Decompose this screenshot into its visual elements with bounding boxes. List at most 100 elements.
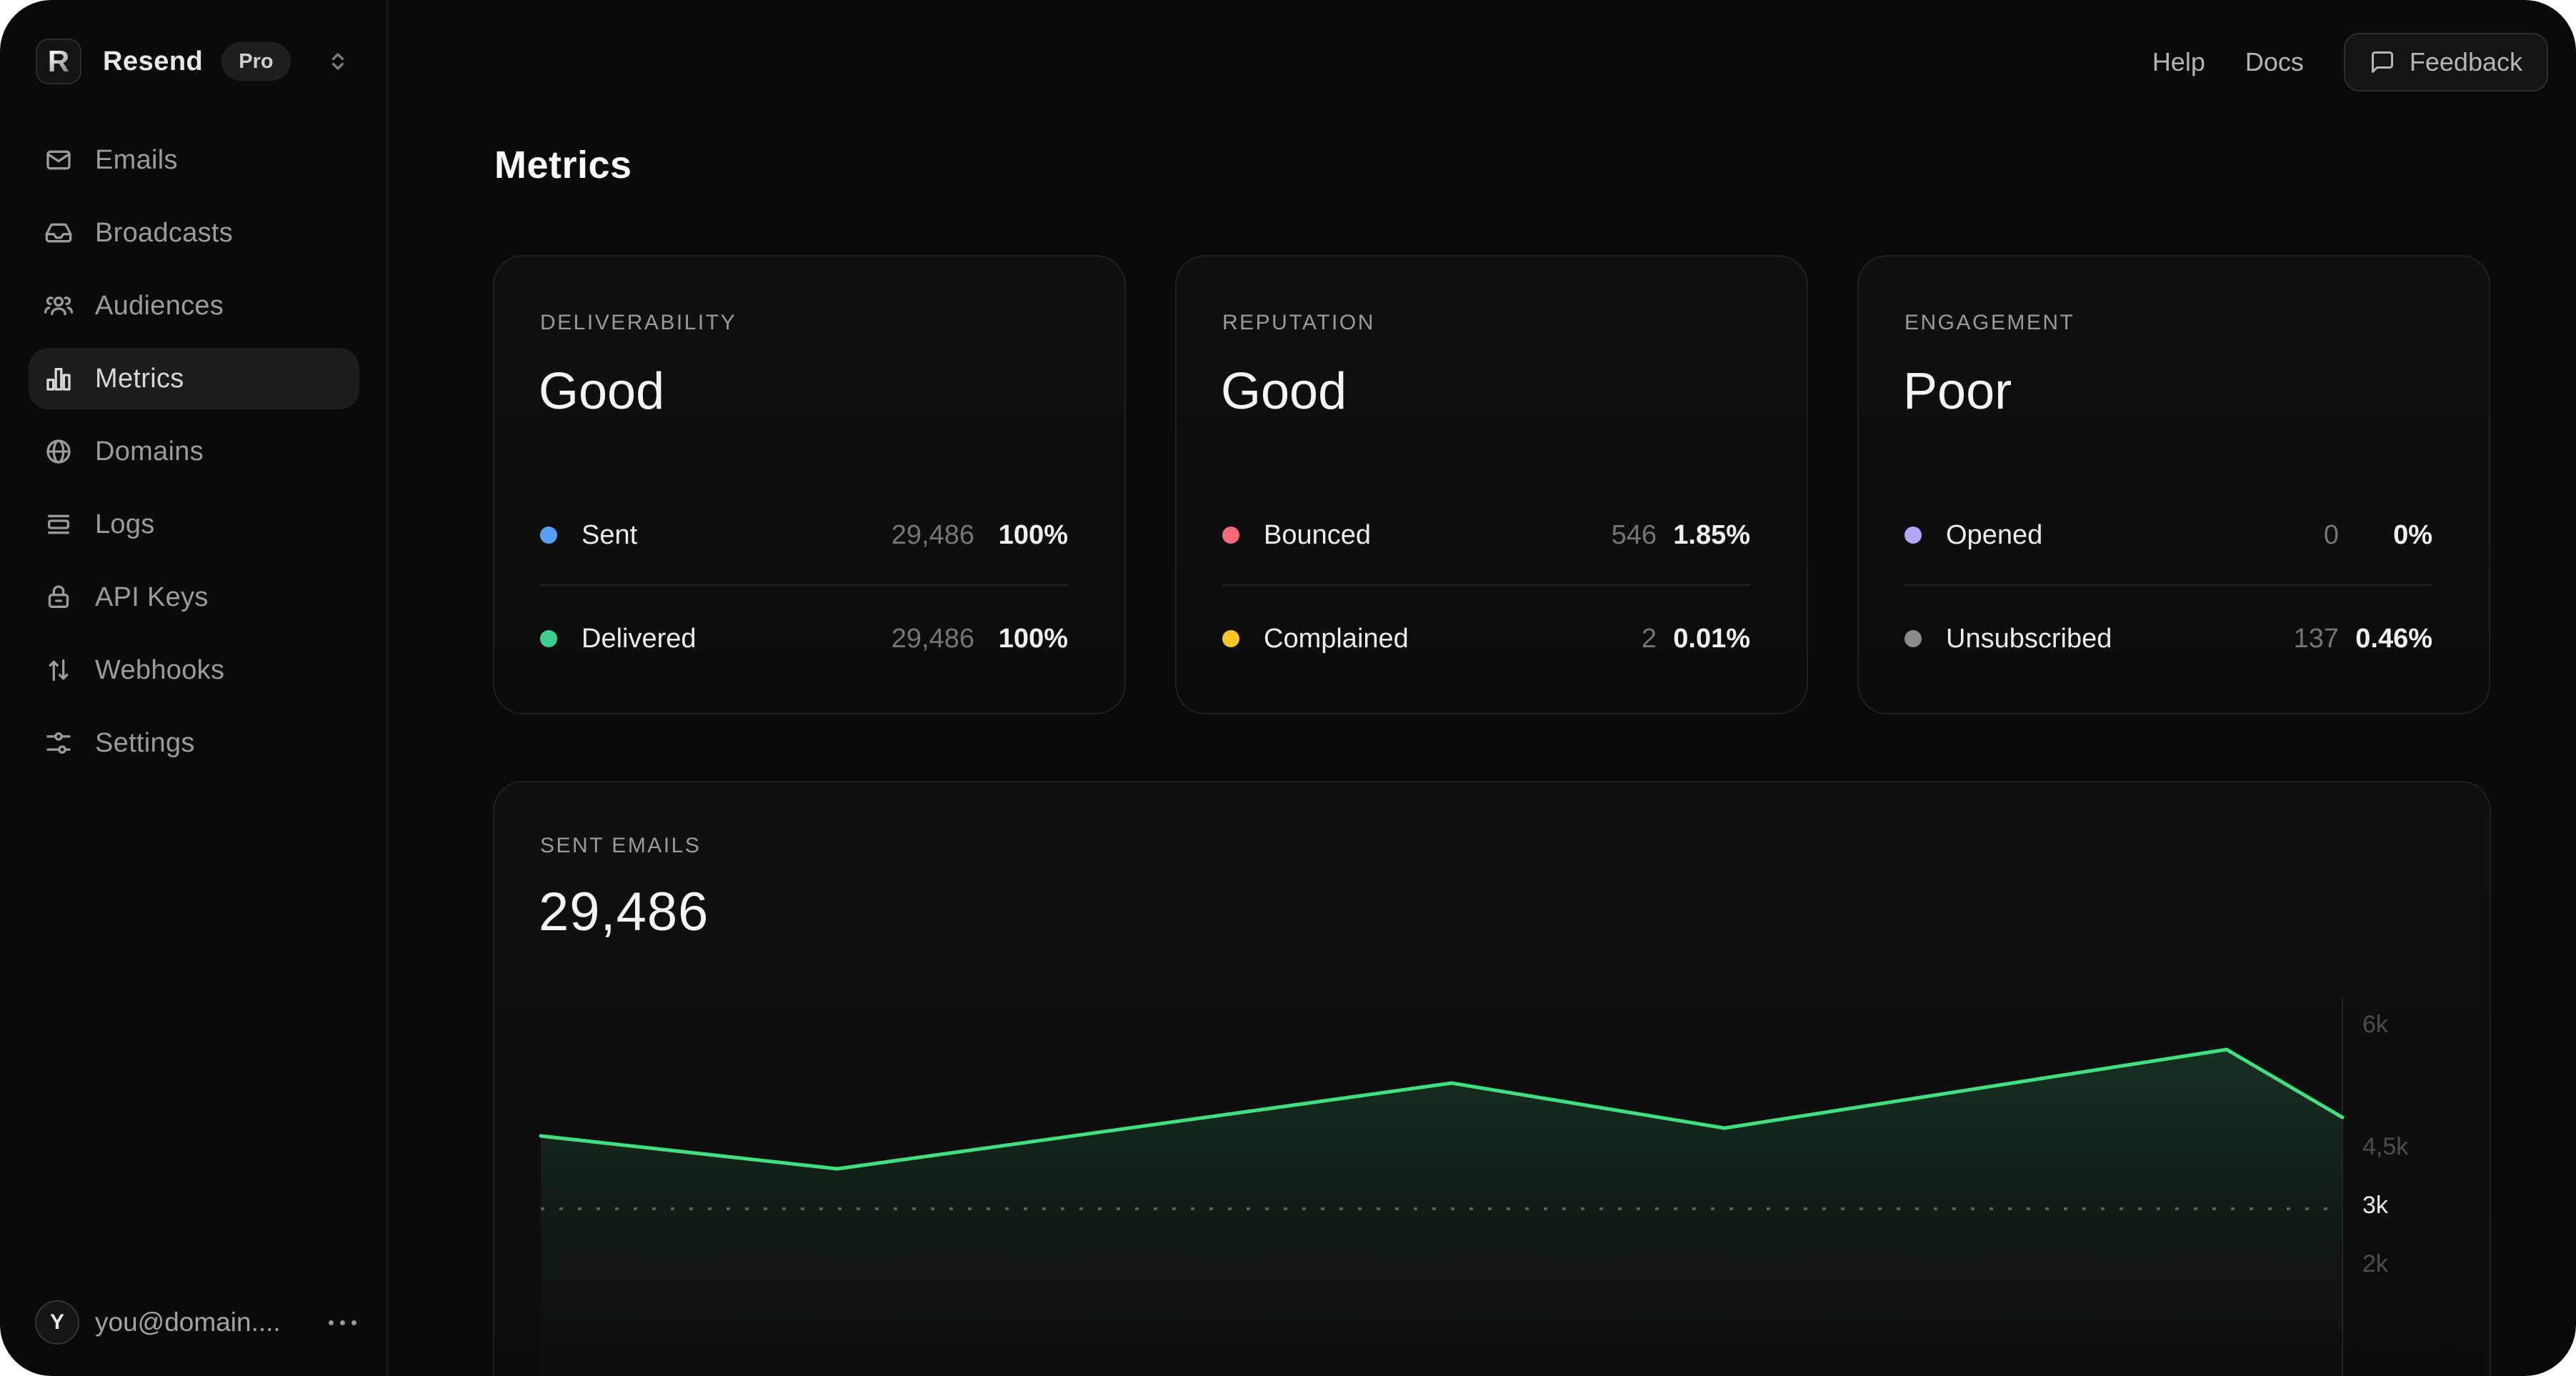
workspace-switcher-row: R Resend Pro bbox=[36, 37, 358, 86]
card-rows: Sent 29,486 100% Delivered 29,486 100% bbox=[540, 509, 1068, 664]
rows-icon bbox=[44, 510, 73, 539]
card-status: Good bbox=[539, 363, 665, 420]
lock-icon bbox=[44, 583, 73, 612]
sidebar-item-label: Emails bbox=[95, 144, 178, 175]
bar-chart-icon bbox=[44, 364, 73, 393]
y-axis-tick: 2k bbox=[2362, 1250, 2388, 1277]
sidebar-item-logs[interactable]: Logs bbox=[29, 494, 359, 555]
metric-row-opened: Opened 0 0% bbox=[1904, 509, 2432, 561]
sidebar-item-label: Metrics bbox=[95, 363, 184, 394]
legend-dot bbox=[540, 630, 557, 647]
org-switcher-button[interactable] bbox=[318, 41, 358, 81]
sidebar-item-label: Audiences bbox=[95, 290, 224, 321]
card-category: ENGAGEMENT bbox=[1904, 311, 2075, 334]
avatar: Y bbox=[35, 1300, 79, 1345]
sidebar-item-audiences[interactable]: Audiences bbox=[29, 275, 359, 336]
metric-label: Opened bbox=[1946, 519, 2043, 550]
sidebar-item-metrics[interactable]: Metrics bbox=[29, 348, 359, 409]
message-square-icon bbox=[2371, 51, 2393, 73]
brand-name: Resend bbox=[103, 46, 204, 76]
metric-percent: 1.85% bbox=[1673, 519, 1750, 550]
inbox-icon bbox=[44, 219, 73, 247]
sidebar-item-emails[interactable]: Emails bbox=[29, 129, 359, 191]
y-axis-tick: 4,5k bbox=[2362, 1133, 2409, 1160]
arrows-up-down-icon bbox=[44, 656, 73, 684]
card-category: DELIVERABILITY bbox=[540, 311, 737, 334]
row-divider bbox=[540, 584, 1068, 586]
sidebar-item-webhooks[interactable]: Webhooks bbox=[29, 639, 359, 701]
metric-percent: 100% bbox=[998, 519, 1068, 550]
mail-icon bbox=[44, 146, 73, 174]
legend-dot bbox=[1222, 630, 1239, 647]
legend-dot bbox=[1222, 527, 1239, 544]
card-status: Poor bbox=[1903, 363, 2012, 420]
sent-emails-area-chart bbox=[539, 997, 2345, 1376]
sent-emails-chart-card: SENT EMAILS 29,486 6k 4,5k 3k 2k bbox=[493, 781, 2491, 1376]
metric-label: Sent bbox=[581, 519, 638, 550]
user-menu-ellipsis-icon[interactable] bbox=[327, 1313, 358, 1332]
user-email: you@domain.... bbox=[95, 1307, 281, 1337]
help-link[interactable]: Help bbox=[2152, 47, 2205, 76]
metric-percent: 0% bbox=[2393, 519, 2432, 550]
resend-logo-icon: R bbox=[36, 39, 81, 84]
sidebar-item-label: API Keys bbox=[95, 582, 209, 612]
sidebar-item-broadcasts[interactable]: Broadcasts bbox=[29, 202, 359, 264]
sidebar-item-label: Settings bbox=[95, 727, 195, 758]
chart-line bbox=[539, 1047, 2345, 1171]
metric-value: 137 bbox=[2293, 623, 2339, 654]
metric-value: 29,486 bbox=[891, 519, 974, 550]
metric-percent: 0.46% bbox=[2355, 623, 2432, 654]
y-axis-tick: 3k bbox=[2362, 1192, 2388, 1219]
row-divider bbox=[1904, 584, 2432, 586]
card-rows: Opened 0 0% Unsubscribed 137 0.46% bbox=[1904, 509, 2432, 664]
sidebar-item-label: Webhooks bbox=[95, 654, 225, 685]
metric-value: 0 bbox=[2323, 519, 2339, 550]
row-divider bbox=[1222, 584, 1750, 586]
metric-label: Complained bbox=[1264, 623, 1409, 654]
metric-value: 2 bbox=[1641, 623, 1657, 654]
sidebar-item-domains[interactable]: Domains bbox=[29, 421, 359, 482]
y-axis-tick: 6k bbox=[2362, 1011, 2388, 1038]
chevrons-up-down-icon bbox=[331, 53, 344, 70]
metric-row-unsubscribed: Unsubscribed 137 0.46% bbox=[1904, 613, 2432, 664]
chart-area-fill bbox=[541, 1050, 2342, 1376]
globe-icon bbox=[44, 437, 73, 466]
metric-row-complained: Complained 2 0.01% bbox=[1222, 613, 1750, 664]
metric-row-delivered: Delivered 29,486 100% bbox=[540, 613, 1068, 664]
card-deliverability: DELIVERABILITY Good Sent 29,486 100% Del… bbox=[493, 255, 1126, 714]
plan-badge: Pro bbox=[221, 42, 291, 81]
sidebar: R Resend Pro Emails Broadcasts bbox=[0, 0, 388, 1376]
metric-label: Bounced bbox=[1264, 519, 1372, 550]
metric-value: 29,486 bbox=[891, 623, 974, 654]
sidebar-item-label: Domains bbox=[95, 436, 204, 467]
top-bar: Help Docs Feedback bbox=[2152, 33, 2548, 91]
docs-link[interactable]: Docs bbox=[2245, 47, 2304, 76]
metric-row-sent: Sent 29,486 100% bbox=[540, 509, 1068, 561]
sidebar-item-api-keys[interactable]: API Keys bbox=[29, 567, 359, 628]
metric-percent: 0.01% bbox=[1673, 623, 1750, 654]
card-status: Good bbox=[1221, 363, 1347, 420]
legend-dot bbox=[1904, 630, 1922, 647]
user-account-row[interactable]: Y you@domain.... bbox=[35, 1300, 358, 1345]
feedback-button[interactable]: Feedback bbox=[2343, 33, 2548, 91]
chart-total-value: 29,486 bbox=[539, 882, 709, 942]
sidebar-nav: Emails Broadcasts Audiences Metrics bbox=[29, 129, 359, 785]
card-rows: Bounced 546 1.85% Complained 2 0.01% bbox=[1222, 509, 1750, 664]
metric-value: 546 bbox=[1611, 519, 1657, 550]
card-category: REPUTATION bbox=[1222, 311, 1375, 334]
metric-row-bounced: Bounced 546 1.85% bbox=[1222, 509, 1750, 561]
card-reputation: REPUTATION Good Bounced 546 1.85% Compla… bbox=[1175, 255, 1808, 714]
sliders-icon bbox=[44, 729, 73, 757]
card-engagement: ENGAGEMENT Poor Opened 0 0% Unsubscribed… bbox=[1857, 255, 2490, 714]
sidebar-item-label: Logs bbox=[95, 509, 155, 539]
metric-label: Unsubscribed bbox=[1946, 623, 2112, 654]
sidebar-item-label: Broadcasts bbox=[95, 217, 234, 248]
page-title: Metrics bbox=[494, 144, 632, 186]
users-icon bbox=[44, 291, 73, 320]
legend-dot bbox=[1904, 527, 1922, 544]
metric-label: Delivered bbox=[581, 623, 697, 654]
sidebar-item-settings[interactable]: Settings bbox=[29, 712, 359, 774]
metric-percent: 100% bbox=[998, 623, 1068, 654]
legend-dot bbox=[540, 527, 557, 544]
